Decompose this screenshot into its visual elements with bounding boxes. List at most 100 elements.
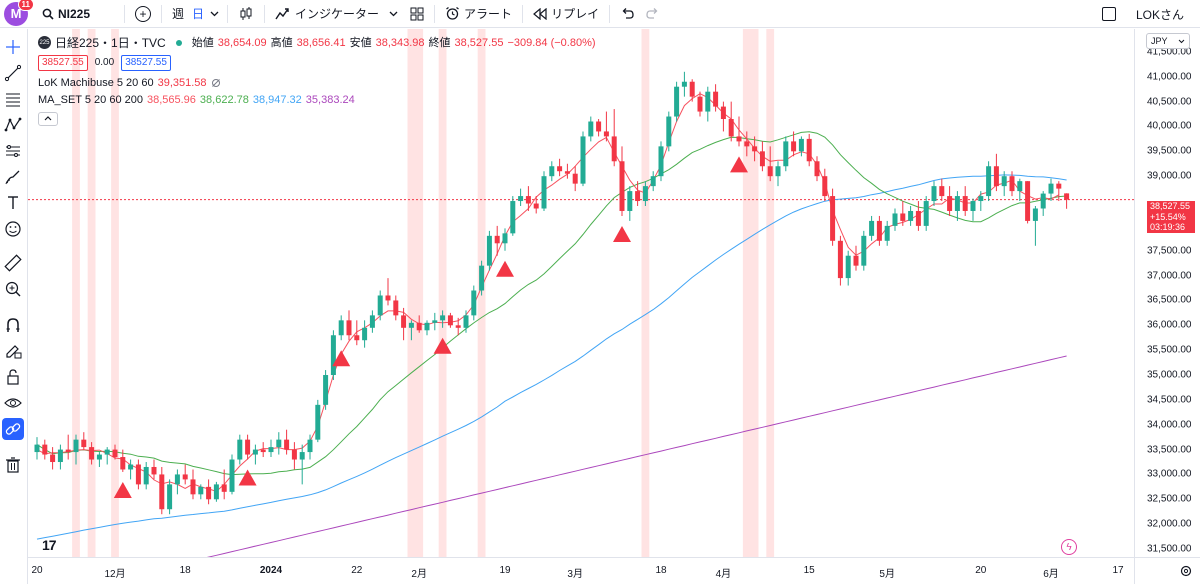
alarm-clock-icon: [446, 7, 459, 20]
candle-body: [221, 484, 227, 492]
candle-body: [681, 81, 687, 87]
symbol-search-button[interactable]: NI225: [36, 0, 120, 28]
search-icon: [42, 8, 54, 20]
buy-price-button[interactable]: 38527.55: [121, 54, 171, 71]
candle-body: [830, 196, 836, 241]
candle-body: [245, 439, 251, 455]
text-tool[interactable]: [2, 192, 24, 214]
candle: [260, 442, 266, 458]
delete-drawings-tool[interactable]: [2, 454, 24, 476]
interval-dropdown-button[interactable]: [206, 0, 223, 28]
symbol-title[interactable]: 日経225・1日・TVC: [55, 35, 166, 50]
symbol-legend-row[interactable]: 225 日経225・1日・TVC 始値 38,654.09 高値 38,656.41…: [38, 34, 596, 51]
magnet-tool[interactable]: [2, 314, 24, 336]
fib-tool[interactable]: [2, 88, 24, 110]
candle: [213, 481, 219, 502]
undo-button[interactable]: [614, 0, 640, 28]
candle: [471, 285, 477, 321]
emoji-tool[interactable]: [2, 218, 24, 240]
price-tick-label: 34,000.00: [1147, 419, 1192, 431]
candle-body: [479, 265, 485, 291]
notification-badge: 11: [17, 0, 34, 11]
templates-button[interactable]: [404, 0, 430, 28]
chevron-down-icon: [389, 11, 398, 16]
interval-week-button[interactable]: 週: [172, 7, 185, 21]
user-name[interactable]: LOKさん: [1135, 7, 1184, 22]
time-tick-label: 20: [31, 565, 43, 576]
candle-body: [252, 449, 258, 455]
candle: [299, 444, 305, 485]
candle: [658, 141, 664, 182]
sell-price-button[interactable]: 38527.55: [38, 54, 88, 71]
chart-type-button[interactable]: [232, 0, 260, 28]
stay-drawing-tool[interactable]: [2, 340, 24, 362]
hide-drawings-tool[interactable]: [2, 392, 24, 414]
low-value: 38,343.98: [375, 36, 425, 49]
candle-body: [557, 166, 563, 172]
candle-body: [494, 235, 500, 244]
replay-button[interactable]: リプレイ: [527, 0, 605, 28]
alert-button[interactable]: アラート: [439, 0, 518, 28]
candle-body: [791, 141, 797, 152]
signal-zone: [407, 29, 424, 557]
forecast-tool[interactable]: [2, 140, 24, 162]
time-scale[interactable]: 20 12月 18 2024 22 2月 19 3月 18 4月 15 5月 20 6月 17: [28, 557, 1134, 584]
indicators-button[interactable]: インジケーター: [269, 0, 404, 28]
ruler-tool[interactable]: [2, 252, 24, 274]
zoom-tool[interactable]: [2, 278, 24, 300]
buy-signals: [113, 156, 748, 498]
candle: [650, 171, 656, 192]
indicator-name[interactable]: MA_SET 5 20 60 200: [38, 93, 143, 106]
scale-settings-button[interactable]: [1134, 557, 1200, 584]
candle: [806, 133, 812, 167]
candle: [596, 119, 602, 137]
candle: [627, 186, 633, 221]
brush-tool[interactable]: [2, 166, 24, 188]
candle-body: [237, 439, 243, 460]
candle: [42, 439, 48, 460]
candle: [713, 84, 719, 112]
hidden-icon[interactable]: [211, 78, 221, 88]
user-avatar[interactable]: M 11: [4, 0, 34, 26]
crosshair-tool[interactable]: [2, 36, 24, 58]
buy-signal-triangle: [613, 225, 631, 242]
lightning-icon[interactable]: ϟ: [1061, 539, 1077, 555]
interval-day-button[interactable]: 日: [192, 7, 205, 21]
pattern-tool[interactable]: [2, 114, 24, 136]
candle-body: [923, 201, 929, 226]
candle: [463, 310, 469, 333]
candle-body: [728, 119, 734, 137]
candle: [759, 141, 765, 172]
price-chart[interactable]: [28, 29, 1134, 557]
ma200-value: 35,383.24: [305, 93, 355, 106]
link-drawings-tool[interactable]: [2, 418, 24, 440]
candle: [518, 188, 524, 207]
redo-button[interactable]: [640, 0, 666, 28]
signal-zone: [72, 29, 80, 557]
candle: [510, 196, 516, 236]
signal-zone: [111, 29, 119, 557]
candle: [229, 454, 235, 495]
chart-pane[interactable]: [28, 29, 1134, 557]
compare-symbol-button[interactable]: +: [129, 0, 157, 28]
currency-selector[interactable]: JPY: [1146, 33, 1190, 49]
candle-body: [510, 201, 516, 234]
candle: [81, 432, 87, 450]
indicator-legend-machibuse[interactable]: LoK Machibuse 5 20 60 39,351.58: [38, 74, 596, 91]
ma5-line: [36, 93, 1060, 492]
lock-drawings-tool[interactable]: [2, 366, 24, 388]
candle: [440, 310, 446, 328]
legend-collapse-button[interactable]: [38, 111, 58, 126]
indicator-legend-ma-set[interactable]: MA_SET 5 20 60 200 38,565.96 38,622.78 3…: [38, 91, 596, 108]
tradingview-logo[interactable]: 17: [42, 537, 57, 553]
trend-line-tool[interactable]: [2, 62, 24, 84]
symbol-logo-icon: 225: [38, 36, 51, 49]
candle-body: [580, 136, 586, 184]
candle-body: [135, 464, 141, 485]
candle: [182, 464, 188, 485]
candle-body: [362, 327, 368, 341]
divider: [434, 4, 436, 23]
price-scale[interactable]: 41,500.00 41,000.00 40,500.00 40,000.00 39,5…: [1134, 29, 1200, 557]
fullscreen-checkbox-icon[interactable]: [1101, 7, 1116, 21]
indicator-name[interactable]: LoK Machibuse 5 20 60: [38, 76, 154, 89]
